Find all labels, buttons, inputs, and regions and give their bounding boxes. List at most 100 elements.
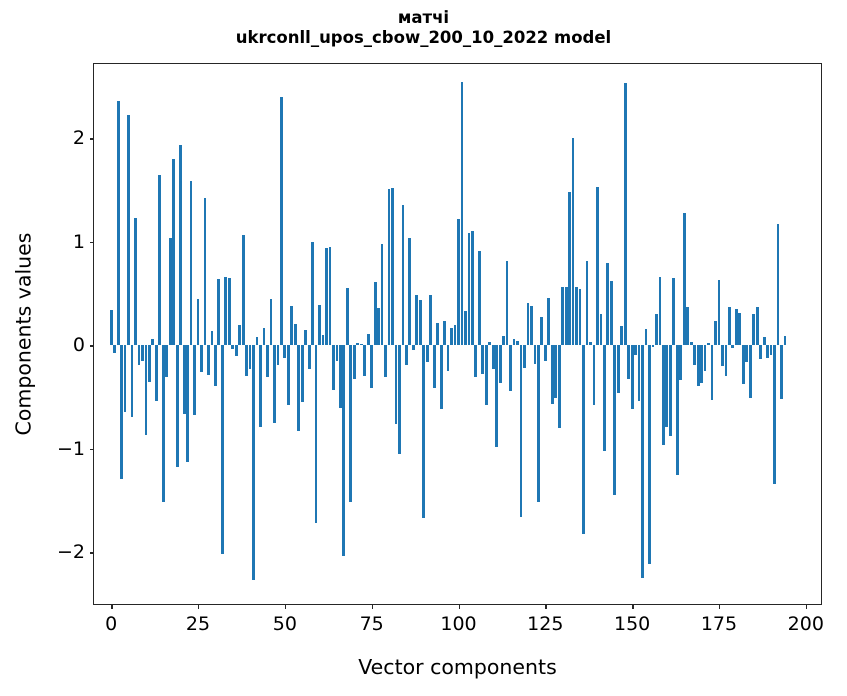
bar bbox=[550, 345, 554, 405]
bar bbox=[710, 345, 714, 401]
x-tick-label: 150 bbox=[614, 613, 651, 635]
bar bbox=[641, 345, 644, 579]
bar bbox=[186, 345, 189, 463]
bar bbox=[394, 345, 398, 424]
bar bbox=[276, 345, 280, 365]
chart-title-line-2: ukrconll_upos_cbow_200_10_2022 model bbox=[235, 28, 612, 47]
bar bbox=[575, 287, 578, 346]
bar bbox=[505, 260, 509, 346]
bar bbox=[689, 342, 693, 346]
bar bbox=[220, 345, 224, 555]
bar bbox=[113, 345, 117, 353]
x-tick-label: 0 bbox=[105, 613, 118, 635]
bar bbox=[238, 324, 242, 346]
bar bbox=[109, 310, 113, 346]
bar bbox=[391, 188, 394, 346]
bar bbox=[741, 345, 745, 384]
bar bbox=[696, 345, 700, 386]
bar bbox=[582, 345, 585, 534]
bar bbox=[127, 114, 130, 346]
bar bbox=[502, 336, 506, 346]
bar bbox=[297, 345, 301, 432]
bar bbox=[762, 337, 766, 346]
bar bbox=[509, 345, 512, 391]
bar bbox=[307, 345, 311, 370]
y-tick-mark bbox=[89, 241, 94, 244]
y-tick-mark bbox=[89, 448, 94, 451]
bar bbox=[168, 237, 172, 346]
bar bbox=[207, 345, 210, 376]
bar bbox=[488, 342, 492, 346]
y-tick-mark bbox=[89, 345, 94, 347]
bar bbox=[366, 333, 370, 346]
bar bbox=[752, 314, 756, 346]
bar bbox=[755, 307, 759, 346]
bar bbox=[363, 345, 367, 377]
bar bbox=[665, 345, 669, 428]
bar bbox=[325, 248, 328, 346]
bar bbox=[245, 345, 249, 377]
bar bbox=[422, 345, 426, 519]
bar bbox=[637, 345, 641, 402]
bar bbox=[536, 345, 540, 502]
bar bbox=[557, 345, 561, 429]
x-tick-mark bbox=[805, 604, 808, 609]
bar bbox=[446, 345, 450, 372]
x-tick-mark bbox=[371, 604, 374, 609]
bar bbox=[561, 287, 565, 346]
x-tick-mark bbox=[458, 604, 460, 609]
bar bbox=[655, 314, 658, 346]
bar bbox=[533, 345, 537, 364]
bar bbox=[568, 192, 571, 346]
bar bbox=[783, 336, 787, 346]
bar bbox=[547, 297, 551, 346]
bar bbox=[342, 345, 346, 557]
bars-container bbox=[94, 64, 821, 604]
bar bbox=[484, 345, 488, 406]
bar bbox=[686, 307, 690, 346]
bar bbox=[259, 345, 262, 428]
bar bbox=[571, 138, 575, 346]
bar bbox=[158, 174, 162, 346]
bar bbox=[630, 345, 634, 410]
bar bbox=[154, 345, 158, 402]
y-axis-label: Components values bbox=[10, 63, 36, 605]
y-tick-mark bbox=[89, 138, 94, 140]
bar bbox=[453, 324, 457, 346]
bar bbox=[286, 345, 290, 406]
bar bbox=[213, 345, 217, 386]
y-tick-label: 2 bbox=[72, 127, 85, 150]
bar bbox=[130, 345, 134, 417]
bar bbox=[193, 345, 196, 415]
x-tick-label: 25 bbox=[185, 613, 211, 635]
bar bbox=[721, 345, 724, 366]
bar bbox=[724, 345, 728, 377]
bar bbox=[377, 308, 380, 346]
bar bbox=[304, 329, 308, 346]
y-tick-label: −1 bbox=[56, 437, 85, 460]
bar bbox=[141, 345, 144, 361]
bar bbox=[578, 289, 582, 346]
bar bbox=[616, 345, 620, 393]
bar bbox=[436, 322, 440, 346]
bar bbox=[172, 159, 176, 346]
bar bbox=[703, 345, 707, 372]
x-tick-mark bbox=[111, 604, 113, 609]
bar bbox=[175, 345, 179, 468]
bar bbox=[526, 302, 530, 346]
bar bbox=[241, 234, 245, 346]
y-tick-label: 0 bbox=[72, 334, 85, 357]
bar bbox=[651, 345, 655, 348]
bar bbox=[780, 345, 783, 400]
bar bbox=[623, 82, 627, 346]
bar bbox=[137, 345, 141, 365]
bar bbox=[773, 345, 776, 484]
x-tick-label: 50 bbox=[272, 613, 297, 635]
x-tick-mark bbox=[198, 604, 200, 609]
bar bbox=[210, 330, 214, 346]
bar bbox=[592, 345, 596, 406]
bar bbox=[134, 218, 137, 346]
bar bbox=[609, 281, 613, 346]
bar bbox=[613, 345, 617, 496]
bar bbox=[311, 241, 314, 346]
